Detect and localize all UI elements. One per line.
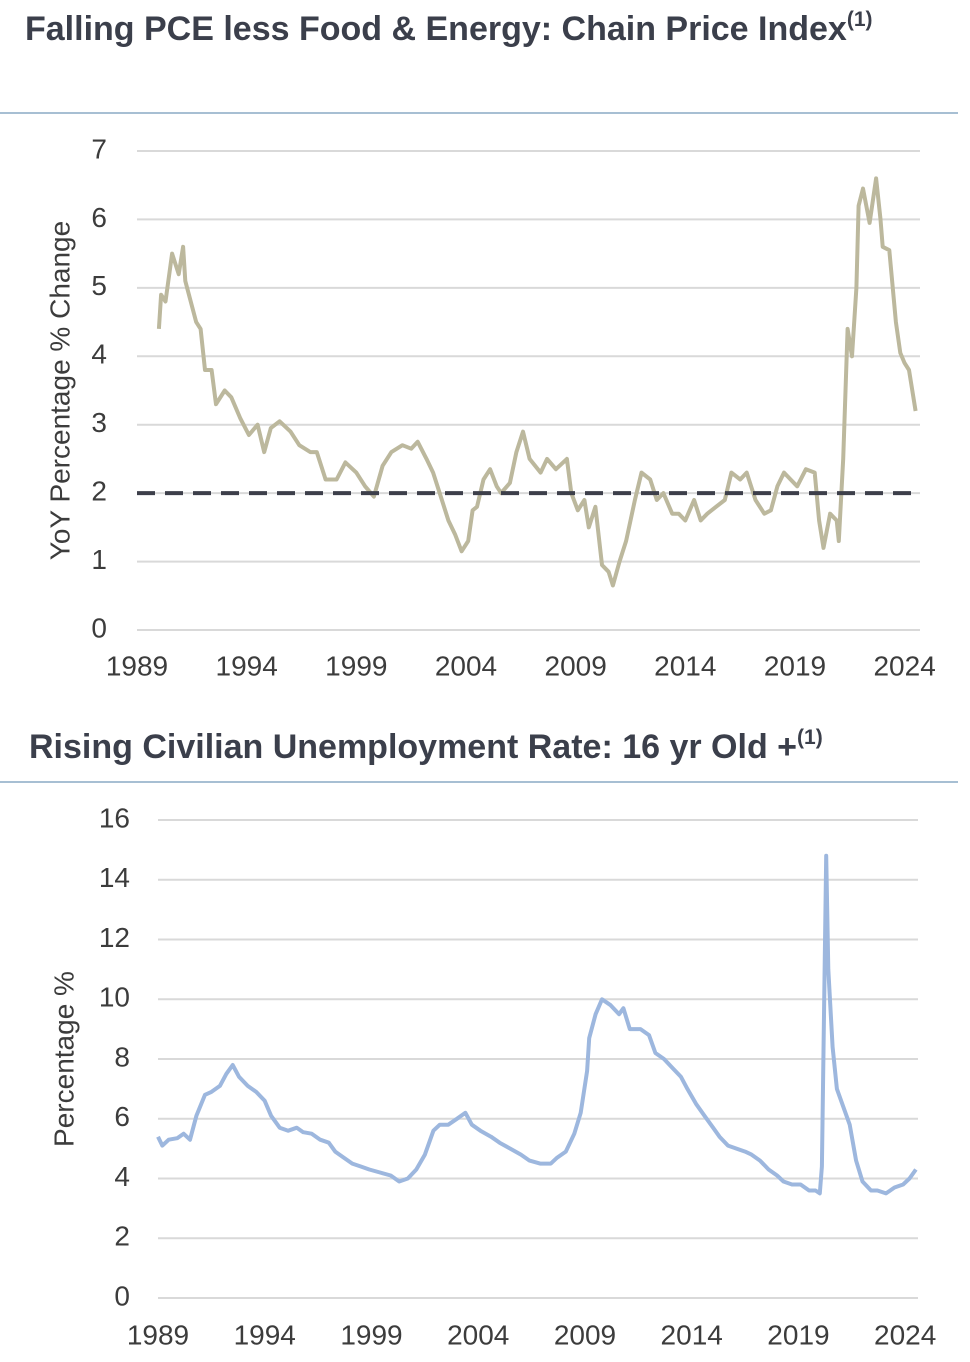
title-rule xyxy=(0,781,958,783)
y-tick-label: 16 xyxy=(99,802,130,833)
x-tick-label: 2019 xyxy=(767,1319,829,1350)
title-rule xyxy=(0,112,958,114)
y-tick-label: 5 xyxy=(91,270,107,301)
y-tick-label: 2 xyxy=(91,476,107,507)
y-tick-label: 3 xyxy=(91,407,107,438)
x-tick-label: 2004 xyxy=(435,650,497,681)
x-tick-label: 2014 xyxy=(661,1319,723,1350)
y-tick-label: 14 xyxy=(99,862,130,893)
x-tick-label: 2024 xyxy=(873,650,935,681)
y-tick-label: 7 xyxy=(91,133,107,164)
chart-title: Rising Civilian Unemployment Rate: 16 yr… xyxy=(29,724,969,771)
y-tick-label: 1 xyxy=(91,544,107,575)
x-tick-label: 1989 xyxy=(106,650,168,681)
data-line xyxy=(156,853,918,1196)
x-tick-label: 1999 xyxy=(340,1319,402,1350)
title-superscript: (1) xyxy=(797,726,823,749)
x-tick-label: 2014 xyxy=(654,650,716,681)
x-tick-label: 1999 xyxy=(325,650,387,681)
y-axis-title: Percentage % xyxy=(48,971,79,1147)
y-tick-label: 0 xyxy=(91,612,107,643)
chart-title: Falling PCE less Food & Energy: Chain Pr… xyxy=(25,6,885,53)
title-superscript: (1) xyxy=(846,8,873,31)
y-tick-label: 4 xyxy=(114,1161,130,1192)
y-tick-label: 12 xyxy=(99,922,130,953)
y-tick-label: 10 xyxy=(99,982,130,1013)
x-tick-label: 1989 xyxy=(127,1319,189,1350)
data-line xyxy=(156,176,918,588)
x-tick-label: 2004 xyxy=(447,1319,509,1350)
y-tick-label: 6 xyxy=(114,1101,130,1132)
y-tick-label: 2 xyxy=(114,1221,130,1252)
y-tick-label: 0 xyxy=(114,1280,130,1311)
y-tick-label: 8 xyxy=(114,1041,130,1072)
x-tick-label: 1994 xyxy=(234,1319,296,1350)
y-tick-label: 4 xyxy=(91,339,107,370)
y-tick-label: 6 xyxy=(91,202,107,233)
x-tick-label: 2009 xyxy=(554,1319,616,1350)
y-axis-title: YoY Percentage % Change xyxy=(44,221,75,560)
x-tick-label: 2019 xyxy=(764,650,826,681)
title-text: Rising Civilian Unemployment Rate: 16 yr… xyxy=(29,728,798,766)
x-tick-label: 2024 xyxy=(874,1319,936,1350)
x-tick-label: 2009 xyxy=(545,650,607,681)
x-tick-label: 1994 xyxy=(216,650,278,681)
title-text: Falling PCE less Food & Energy: Chain Pr… xyxy=(25,10,847,48)
